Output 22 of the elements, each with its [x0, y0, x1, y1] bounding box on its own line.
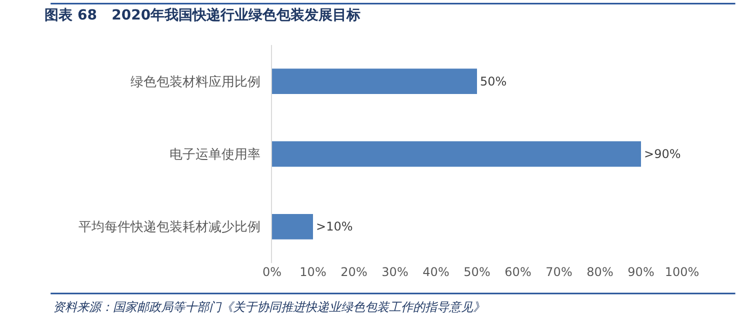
x-tick-label: 90% [628, 265, 654, 279]
x-tick-label: 40% [422, 265, 450, 279]
x-tick-label: 0% [262, 265, 282, 279]
x-tick-label: 100% [664, 265, 700, 279]
bar [272, 68, 477, 94]
x-tick-label: 60% [504, 265, 532, 279]
data-label: 50% [480, 74, 507, 88]
x-tick-label: 30% [382, 265, 408, 279]
x-tick-label: 70% [546, 265, 572, 279]
y-tick-label: 绿色包装材料应用比例 [130, 74, 260, 90]
x-tick-label: 20% [340, 265, 368, 279]
data-label: >90% [644, 147, 681, 161]
x-tick-label: 50% [464, 265, 490, 279]
bar [272, 214, 313, 240]
y-tick-label: 平均每件快递包装耗材减少比例 [78, 220, 260, 236]
chart-title: 图表 68 2020年我国快递行业绿色包装发展目标 [44, 6, 361, 24]
x-tick-label: 10% [300, 265, 326, 279]
bar [272, 141, 641, 167]
text: 资料来源：国家邮政局等十部门《关于协同推进快递业绿色包装工作的指导意见》 [53, 300, 485, 314]
y-tick-label: 电子运单使用率 [169, 146, 260, 163]
x-tick-label: 80% [586, 265, 614, 279]
data-label: >10% [316, 220, 353, 234]
